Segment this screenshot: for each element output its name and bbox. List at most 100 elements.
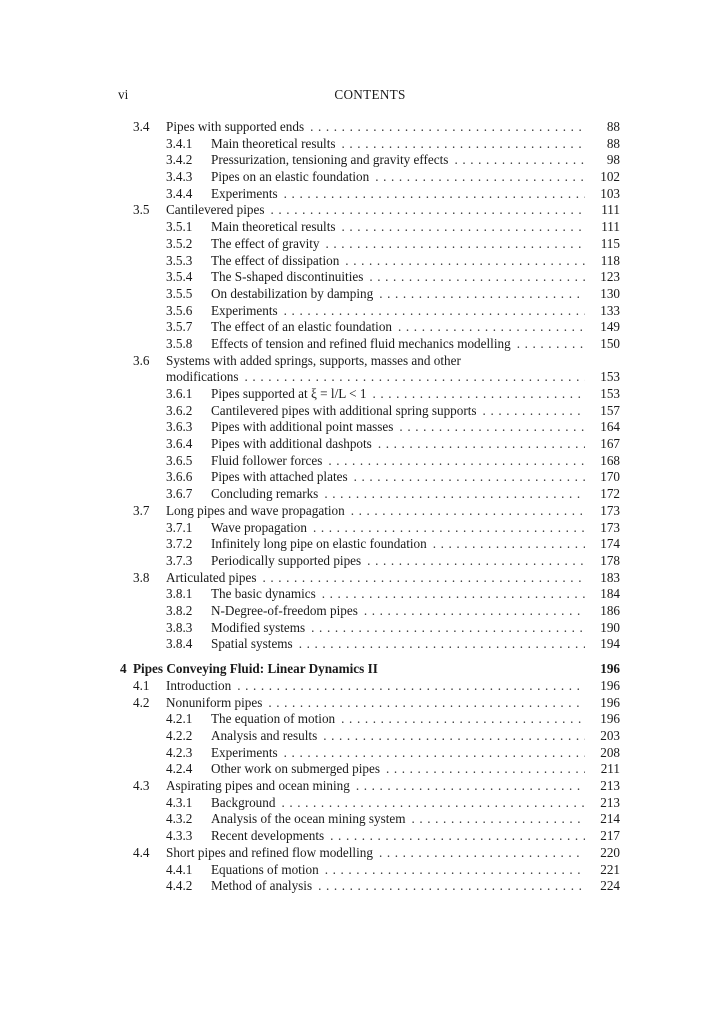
toc-entry-page: 224: [600, 878, 620, 894]
toc-entry: 4.3.3 Recent developments 217: [0, 828, 723, 845]
running-head: CONTENTS: [334, 87, 406, 102]
toc-entry-page: 111: [601, 202, 620, 218]
toc-entry-body: The effect of gravity: [211, 236, 585, 253]
toc-entry-page: 170: [600, 469, 620, 485]
dot-leader: [339, 253, 585, 270]
toc-entry-body: The effect of dissipation: [211, 253, 585, 270]
toc-entry-body: Pressurization, tensioning and gravity e…: [211, 152, 585, 169]
toc-entry-title: On destabilization by damping: [211, 285, 374, 301]
toc-entry-number: 3.4.4: [166, 185, 193, 201]
toc-entry: 3.8.1 The basic dynamics 184: [0, 586, 723, 603]
toc-entry-page: 196: [600, 661, 620, 677]
toc-entry: 3.5.2 The effect of gravity 115: [0, 236, 723, 253]
toc-entry-body: Systems with added springs, supports, ma…: [166, 353, 461, 370]
toc-entry-page: 196: [600, 677, 620, 693]
toc-entry: 3.8.4 Spatial systems 194: [0, 636, 723, 653]
toc-entry: 3.5.1 Main theoretical results 111: [0, 219, 723, 236]
toc-entry-body: modifications: [166, 369, 585, 386]
toc-entry-page: 221: [600, 861, 620, 877]
toc-entry-title: Method of analysis: [211, 878, 313, 894]
toc-entry-number: 3.6: [133, 352, 150, 368]
toc-entry-number: 3.5.7: [166, 319, 193, 335]
toc-entry-page: 174: [600, 536, 620, 552]
toc-entry-title: N-Degree-of-freedom pipes: [211, 602, 358, 618]
toc-entry-title: The effect of an elastic foundation: [211, 319, 393, 335]
toc-entry-body: Pipes Conveying Fluid: Linear Dynamics I…: [133, 661, 378, 678]
toc-entry-title: Effects of tension and refined fluid mec…: [211, 335, 511, 351]
toc-entry-page: 88: [606, 135, 620, 151]
toc-entry-body: Experiments: [211, 186, 585, 203]
toc-entry-page: 184: [600, 586, 620, 602]
toc-entry-number: 4.4.1: [166, 861, 193, 877]
toc-entry-page: 172: [600, 486, 620, 502]
toc-entry-number: 3.8: [133, 569, 150, 585]
toc-entry-number: 4.2.2: [166, 728, 193, 744]
toc-entry-body: Equations of motion: [211, 862, 585, 879]
toc-entry: 3.5.5 On destabilization by damping 130: [0, 286, 723, 303]
dot-leader: [262, 695, 585, 712]
toc-entry: 3.5.4 The S-shaped discontinuities 123: [0, 269, 723, 286]
toc-entry-title: Pipes with attached plates: [211, 469, 348, 485]
toc-entry-page: 133: [600, 302, 620, 318]
toc-entry-body: Pipes with additional dashpots: [211, 436, 585, 453]
toc-entry-title: Articulated pipes: [166, 569, 257, 585]
toc-entry-title: Modified systems: [211, 619, 306, 635]
toc-entry: 3.5.8 Effects of tension and refined flui…: [0, 336, 723, 353]
toc-entry: 3.6.2 Cantilevered pipes with additional …: [0, 403, 723, 420]
toc-entry-title: Experiments: [211, 302, 278, 318]
toc-entry-number: 3.6.1: [166, 386, 193, 401]
toc-entry-body: Background: [211, 795, 585, 812]
toc-entry: 3.4.4 Experiments 103: [0, 186, 723, 203]
toc-entry-page: 220: [600, 844, 620, 860]
toc-entry: 3.7.1 Wave propagation 173: [0, 520, 723, 537]
toc-entry-title: Wave propagation: [211, 519, 307, 535]
toc-entry-title: Analysis and results: [211, 728, 318, 744]
toc-entry: 3.5.3 The effect of dissipation 118: [0, 253, 723, 270]
toc-entry-title: The effect of dissipation: [211, 252, 340, 268]
toc-entry-number: 3.5.1: [166, 219, 193, 235]
dot-leader: [511, 336, 585, 353]
toc-entry-body: Experiments: [211, 745, 585, 762]
toc-entry-title: Aspirating pipes and ocean mining: [166, 778, 350, 794]
dot-leader: [477, 403, 585, 420]
toc-entry-body: The S-shaped discontinuities: [211, 269, 585, 286]
toc-entry-title: Short pipes and refined flow modelling: [166, 844, 373, 860]
dot-leader: [366, 386, 585, 403]
toc-entry-title: Main theoretical results: [211, 219, 336, 235]
toc-entry-number: 4.2.3: [166, 744, 193, 760]
toc-entry-page: 102: [600, 169, 620, 185]
dot-leader: [231, 678, 585, 695]
dot-leader: [358, 603, 585, 620]
toc-entry-title: Pipes on an elastic foundation: [211, 169, 370, 185]
toc-entry-title: Long pipes and wave propagation: [166, 502, 345, 518]
toc-entry-body: Infinitely long pipe on elastic foundati…: [211, 536, 585, 553]
toc-entry-title: Nonuniform pipes: [166, 694, 263, 710]
toc-entry-title: Pipes with additional dashpots: [211, 436, 372, 452]
toc-entry-number: 3.6.7: [166, 486, 193, 502]
toc-entry-body: On destabilization by damping: [211, 286, 585, 303]
toc-entry-body: Pipes on an elastic foundation: [211, 169, 585, 186]
toc-entry-body: Main theoretical results: [211, 219, 585, 236]
toc-entry-page: 186: [600, 602, 620, 618]
toc-entry-page: 214: [600, 811, 620, 827]
toc-entry-number: 3.6.3: [166, 419, 193, 435]
toc-entry-page: 190: [600, 619, 620, 635]
toc-entry: 3.4.2 Pressurization, tensioning and grav…: [0, 152, 723, 169]
toc-entry-title: The basic dynamics: [211, 586, 316, 602]
toc-entry: 4.4.2 Method of analysis 224: [0, 878, 723, 895]
toc-entry-number: 3.5.2: [166, 235, 193, 251]
dot-leader: [345, 503, 585, 520]
toc-entry: 3.6.5 Fluid follower forces 168: [0, 453, 723, 470]
toc-entry-page: 153: [600, 369, 620, 385]
toc-entry-title: Periodically supported pipes: [211, 552, 362, 568]
dot-leader: [369, 169, 585, 186]
toc-entry-title: Analysis of the ocean mining system: [211, 811, 406, 827]
dot-leader: [373, 286, 585, 303]
toc-entry: 3.4 Pipes with supported ends 88: [0, 119, 723, 136]
toc-entry-title: Pipes with supported ends: [166, 119, 305, 134]
toc-entry: 3.6.6 Pipes with attached plates 170: [0, 469, 723, 486]
dot-leader: [316, 586, 585, 603]
toc-entry-number: 3.5.8: [166, 335, 193, 351]
toc-entry-page: 173: [600, 502, 620, 518]
toc-entry-number: 3.8.2: [166, 602, 193, 618]
